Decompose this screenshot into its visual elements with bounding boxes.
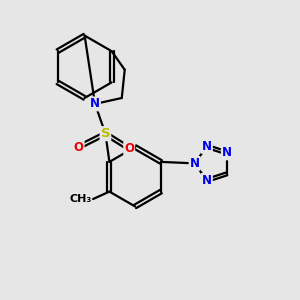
Text: CH₃: CH₃ [69,194,92,204]
Text: S: S [100,127,110,140]
Text: N: N [222,146,232,159]
Text: O: O [74,140,84,154]
Text: N: N [202,174,212,187]
Text: N: N [190,157,200,170]
Text: N: N [202,140,212,153]
Text: O: O [124,142,134,155]
Text: N: N [90,98,100,110]
